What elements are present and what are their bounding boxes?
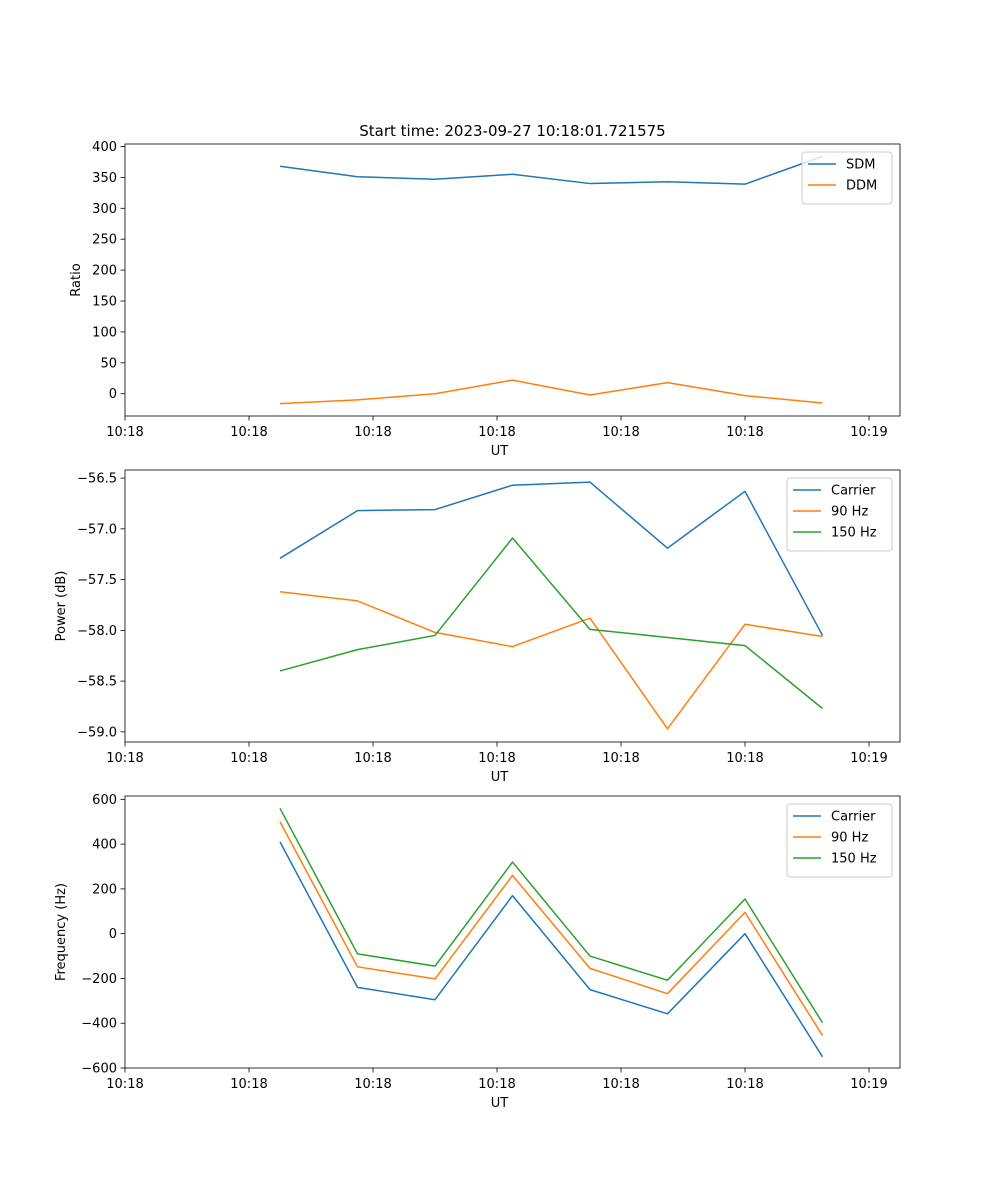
x-tick-label: 10:18 (106, 751, 143, 766)
legend-label: SDM (846, 158, 875, 173)
y-tick-label: 250 (92, 233, 117, 248)
y-tick-label: −58.5 (77, 675, 117, 690)
series-line-carrier (279, 481, 824, 636)
y-tick-label: 50 (100, 356, 117, 371)
y-tick-label: 300 (92, 202, 117, 217)
series-line-sdm (279, 155, 823, 185)
y-axis-label: Ratio (69, 263, 84, 296)
y-tick-label: 150 (92, 295, 117, 310)
y-tick-label: 350 (92, 171, 117, 186)
axes-frame (124, 795, 901, 1069)
legend-label: 150 Hz (831, 852, 877, 867)
y-tick-label: 400 (92, 140, 117, 155)
chart-panel-2: 10:18 10:18 10:18 10:18 10:18 10:18 10:19 −59.0… (54, 469, 901, 785)
x-tick-label: 10:19 (850, 425, 887, 440)
chart-panel-3: 10:18 10:18 10:18 10:18 10:18 10:18 10:19 −600 −… (54, 793, 901, 1111)
x-tick-label: 10:18 (726, 751, 763, 766)
x-tick-label: 10:18 (478, 425, 515, 440)
series-line-carrier (279, 841, 824, 1058)
y-tick-label: 400 (92, 838, 117, 853)
figure-title: Start time: 2023-09-27 10:18:01.721575 (359, 122, 665, 140)
y-tick-label: 0 (109, 927, 117, 942)
x-tick-label: 10:18 (726, 425, 763, 440)
legend-box (801, 151, 893, 205)
y-tick-label: −200 (81, 972, 117, 987)
x-tick-label: 10:18 (602, 425, 639, 440)
x-tick-label: 10:18 (230, 425, 267, 440)
series-line-90-hz (279, 821, 824, 1036)
y-tick-label: −56.5 (77, 472, 117, 487)
y-tick-label: −59.0 (77, 725, 117, 740)
x-tick-label: 10:18 (354, 751, 391, 766)
y-tick-label: −600 (81, 1062, 117, 1077)
y-tick-label: 200 (92, 882, 117, 897)
x-tick-label: 10:19 (850, 751, 887, 766)
y-tick-label: −57.0 (77, 522, 117, 537)
series-line-90-hz (279, 591, 823, 730)
y-axis-label: Power (dB) (54, 571, 69, 642)
y-tick-label: 200 (92, 264, 117, 279)
x-tick-label: 10:18 (354, 1077, 391, 1092)
legend: SDM DDM (801, 151, 893, 205)
x-tick-label: 10:18 (478, 1077, 515, 1092)
legend-label: 90 Hz (831, 831, 868, 846)
x-tick-label: 10:18 (602, 1077, 639, 1092)
x-tick-label: 10:18 (106, 425, 143, 440)
y-tick-label: 0 (109, 387, 117, 402)
x-tick-label: 10:18 (230, 1077, 267, 1092)
legend-label: Carrier (831, 810, 876, 825)
legend-label: Carrier (831, 484, 876, 499)
x-axis-label: UT (491, 1096, 509, 1111)
axes-frame (124, 469, 901, 743)
chart-panel-1: 10:18 10:18 10:18 10:18 10:18 10:18 10:19 0 50 10… (69, 140, 901, 459)
legend-label: 150 Hz (831, 526, 877, 541)
x-tick-label: 10:18 (354, 425, 391, 440)
legend-label: DDM (846, 179, 877, 194)
x-tick-label: 10:18 (602, 751, 639, 766)
x-axis-label: UT (491, 770, 509, 785)
legend: Carrier 90 Hz 150 Hz (786, 803, 893, 878)
series-line-150-hz (279, 537, 823, 710)
legend-label: 90 Hz (831, 505, 868, 520)
x-axis-label: UT (491, 444, 509, 459)
x-tick-label: 10:19 (850, 1077, 887, 1092)
y-tick-label: −58.0 (77, 624, 117, 639)
legend: Carrier 90 Hz 150 Hz (786, 477, 893, 552)
x-tick-label: 10:18 (106, 1077, 143, 1092)
series-line-150-hz (279, 807, 824, 1024)
x-tick-label: 10:18 (478, 751, 515, 766)
y-axis-label: Frequency (Hz) (54, 883, 69, 981)
y-tick-label: −400 (81, 1017, 117, 1032)
y-tick-label: 100 (92, 325, 117, 340)
x-tick-label: 10:18 (726, 1077, 763, 1092)
y-tick-label: −57.5 (77, 573, 117, 588)
x-tick-label: 10:18 (230, 751, 267, 766)
y-tick-label: 600 (92, 793, 117, 808)
axes-frame (124, 143, 901, 417)
series-line-ddm (279, 379, 823, 405)
